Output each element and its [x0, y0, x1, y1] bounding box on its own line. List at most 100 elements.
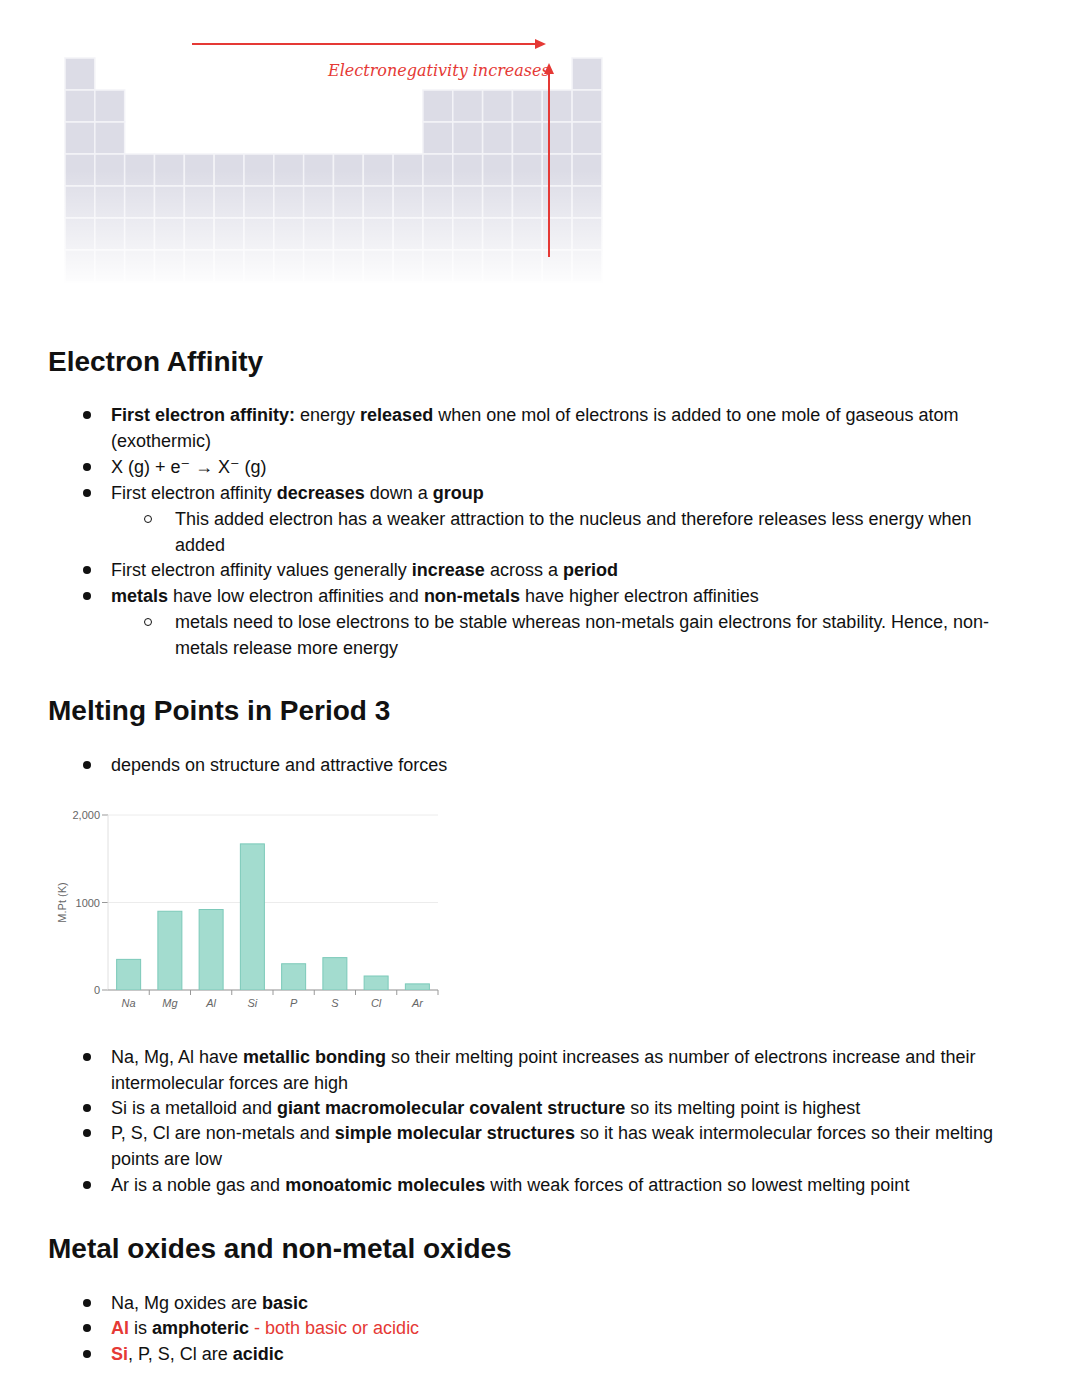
- text-run: P, S, Cl are non-metals and: [111, 1123, 335, 1143]
- bullet-dot: [83, 1053, 91, 1061]
- table-cell: [512, 90, 542, 122]
- bullet-dot: [83, 1181, 91, 1189]
- bar: [323, 958, 347, 990]
- periodic-table: [60, 58, 620, 290]
- grid-line: [108, 902, 438, 903]
- text-run: have low electron affinities and: [168, 586, 424, 606]
- category-label: Ar: [411, 997, 424, 1009]
- table-cell: [65, 90, 95, 122]
- bar: [364, 976, 388, 990]
- text-run: metals need to lose electrons to be stab…: [175, 612, 989, 658]
- bullet-dot: [83, 463, 91, 471]
- table-cell: [65, 58, 95, 90]
- bullet-dot: [83, 411, 91, 419]
- bullet-text: Na, Mg, Al have metallic bonding so thei…: [111, 1044, 1031, 1096]
- text-run: , P, S, Cl are: [128, 1344, 233, 1364]
- text-run: - both basic or acidic: [249, 1318, 419, 1338]
- x-tick: [438, 990, 439, 995]
- text-run: giant macromolecular covalent structure: [277, 1098, 625, 1118]
- bullet-text: Na, Mg oxides are basic: [111, 1290, 1031, 1316]
- bullet-text: metals have low electron affinities and …: [111, 583, 1031, 609]
- category-label: Na: [122, 997, 136, 1009]
- table-cell: [65, 122, 95, 154]
- bullet-dot: [83, 1104, 91, 1112]
- bullet-text: X (g) + e⁻ → X⁻ (g): [111, 454, 1031, 480]
- section-heading: Electron Affinity: [48, 345, 263, 379]
- table-cell: [572, 58, 602, 90]
- table-cell: [542, 122, 572, 154]
- arrow-head: [535, 39, 546, 49]
- text-run: non-metals: [424, 586, 520, 606]
- text-run: Ar is a noble gas and: [111, 1175, 285, 1195]
- tick-label: 1000: [76, 897, 100, 909]
- text-run: period: [563, 560, 618, 580]
- bullet-text: Ar is a noble gas and monoatomic molecul…: [111, 1172, 1031, 1198]
- text-run: increase: [412, 560, 485, 580]
- bullet-dot: [83, 592, 91, 600]
- bullet-dot: [83, 1299, 91, 1307]
- bar: [405, 984, 429, 990]
- text-run: released: [360, 405, 433, 425]
- text-run: Si: [111, 1344, 128, 1364]
- arrow-label: Electronegativity increases: [327, 61, 550, 80]
- text-run: amphoteric: [152, 1318, 249, 1338]
- text-run: X (g) + e⁻ → X⁻ (g): [111, 457, 267, 477]
- table-cell: [542, 90, 572, 122]
- arrow-line: [548, 72, 550, 257]
- text-run: Na, Mg oxides are: [111, 1293, 262, 1313]
- bullet-dot: [83, 566, 91, 574]
- text-run: metals: [111, 586, 168, 606]
- x-tick: [273, 990, 274, 995]
- bar: [158, 911, 182, 990]
- x-tick: [314, 990, 315, 995]
- table-cell: [95, 90, 125, 122]
- category-label: P: [290, 997, 298, 1009]
- section-heading: Metal oxides and non-metal oxides: [48, 1232, 512, 1266]
- sub-bullet-ring: [144, 618, 152, 626]
- x-tick: [149, 990, 150, 995]
- sub-bullet-text: metals need to lose electrons to be stab…: [175, 609, 1023, 661]
- arrow-line: [192, 43, 538, 45]
- table-cell: [423, 90, 453, 122]
- bullet-text: First electron affinity values generally…: [111, 557, 1031, 583]
- bullet-dot: [83, 1350, 91, 1358]
- text-run: depends on structure and attractive forc…: [111, 755, 447, 775]
- text-run: This added electron has a weaker attract…: [175, 509, 971, 555]
- text-run: group: [433, 483, 484, 503]
- x-tick: [190, 990, 191, 995]
- bullet-dot: [83, 761, 91, 769]
- y-axis-label: M.Pt (K): [56, 882, 68, 922]
- tick-label: 2,000: [72, 809, 100, 821]
- text-run: across a: [485, 560, 563, 580]
- bars: [117, 844, 430, 990]
- text-run: Al: [111, 1318, 129, 1338]
- table-cell: [483, 122, 513, 154]
- table-cell: [95, 122, 125, 154]
- text-run: metallic bonding: [243, 1047, 386, 1067]
- bullet-dot: [83, 1324, 91, 1332]
- sub-bullet-text: This added electron has a weaker attract…: [175, 506, 1023, 558]
- category-label: Mg: [162, 997, 178, 1009]
- category-label: Cl: [371, 997, 382, 1009]
- x-tick: [396, 990, 397, 995]
- table-cell: [512, 122, 542, 154]
- text-run: Na, Mg, Al have: [111, 1047, 243, 1067]
- grid-line: [108, 815, 438, 816]
- bullet-text: Si, P, S, Cl are acidic: [111, 1341, 1031, 1367]
- text-run: with weak forces of attraction so lowest…: [485, 1175, 909, 1195]
- bullet-text: depends on structure and attractive forc…: [111, 752, 1031, 778]
- table-cell: [572, 122, 602, 154]
- x-tick: [355, 990, 356, 995]
- bullet-text: Al is amphoteric - both basic or acidic: [111, 1315, 1031, 1341]
- table-cell: [572, 90, 602, 122]
- sub-bullet-ring: [144, 515, 152, 523]
- category-label: Al: [205, 997, 216, 1009]
- text-run: Si is a metalloid and: [111, 1098, 277, 1118]
- text-run: basic: [262, 1293, 308, 1313]
- text-run: is: [129, 1318, 152, 1338]
- x-tick: [231, 990, 232, 995]
- bullet-text: First electron affinity decreases down a…: [111, 480, 1031, 506]
- text-run: monoatomic molecules: [285, 1175, 485, 1195]
- table-cell: [423, 122, 453, 154]
- tick-mark: [102, 815, 108, 816]
